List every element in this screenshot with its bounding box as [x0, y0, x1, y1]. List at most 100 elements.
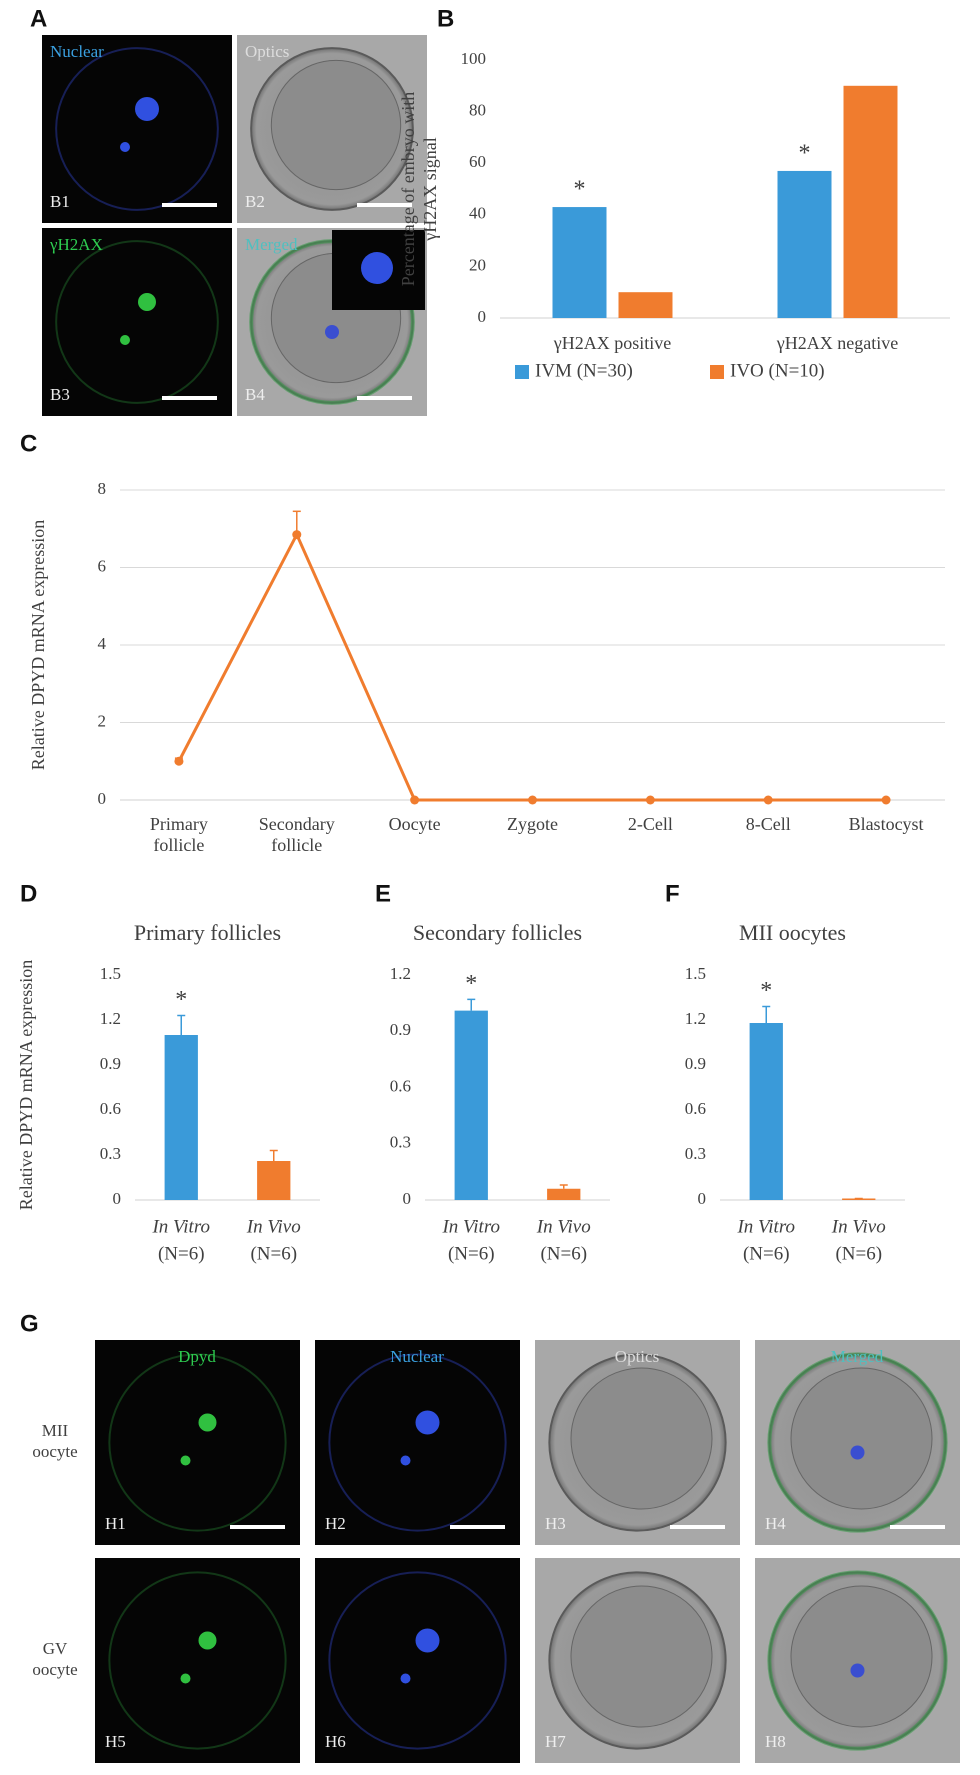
row-label: GV oocyte	[20, 1638, 90, 1680]
legend-label: IVO (N=10)	[730, 360, 825, 381]
marker	[882, 796, 891, 805]
y-tick-label: 0.3	[390, 1133, 411, 1152]
y-tick-label: 1.5	[100, 964, 121, 983]
x-tick-label: γH2AX positive	[553, 333, 671, 353]
image-id: H8	[765, 1732, 786, 1751]
y-tick-label: 100	[461, 49, 487, 68]
panel-letter: C	[20, 430, 37, 457]
chart-title: MII oocytes	[739, 920, 846, 945]
image-id: H5	[105, 1732, 126, 1751]
image-id: H6	[325, 1732, 346, 1751]
category-note: (N=6)	[158, 1243, 205, 1264]
cell-body	[571, 1368, 712, 1509]
chart-title: Primary follicles	[134, 920, 281, 945]
y-tick-label: 80	[469, 101, 486, 120]
image-background	[42, 35, 232, 223]
bar	[778, 171, 832, 318]
y-tick-label: 60	[469, 152, 486, 171]
channel-label: Merged	[245, 235, 298, 254]
y-tick-label: 1.2	[390, 964, 411, 983]
channel-label: Nuclear	[50, 42, 104, 61]
bar	[455, 1011, 488, 1200]
significance-marker: *	[799, 140, 811, 166]
y-tick-label: 0.6	[685, 1099, 706, 1118]
image-id: H3	[545, 1514, 566, 1533]
signal	[138, 293, 156, 311]
y-tick-label: 1.2	[100, 1009, 121, 1028]
legend-swatch	[710, 365, 724, 379]
x-tick-label: In Vivo	[831, 1216, 886, 1237]
image-id: H2	[325, 1514, 346, 1533]
signal	[181, 1674, 191, 1684]
legend-label: IVM (N=30)	[535, 360, 633, 381]
y-axis-label: γH2AX signal	[420, 137, 440, 241]
x-tick-label: In Vitro	[441, 1216, 500, 1237]
channel-label: γH2AX	[49, 235, 103, 254]
nucleus	[851, 1446, 865, 1460]
nucleus	[361, 252, 393, 284]
panel-letter: E	[375, 880, 391, 907]
bar	[750, 1023, 783, 1200]
panel-letter: B	[437, 5, 454, 32]
signal	[199, 1632, 217, 1650]
category-note: (N=6)	[743, 1243, 790, 1264]
channel-label: Optics	[615, 1347, 659, 1366]
image-id: H1	[105, 1514, 126, 1533]
figure-canvas: NuclearB1OpticsB2γH2AXB3MergedB4H1H2H3H4…	[0, 0, 980, 1775]
cell-body	[791, 1586, 932, 1727]
x-tick-label: In Vitro	[151, 1216, 210, 1237]
panel-letter: A	[30, 5, 47, 32]
y-tick-label: 0	[478, 307, 487, 326]
y-tick-label: 0	[403, 1189, 412, 1208]
legend-swatch	[515, 365, 529, 379]
x-tick-label: Blastocyst	[832, 814, 940, 835]
y-tick-label: 8	[98, 479, 107, 498]
y-tick-label: 0.9	[685, 1054, 706, 1073]
significance-marker: *	[465, 971, 477, 997]
image-background	[42, 228, 232, 416]
image-id: H4	[765, 1514, 786, 1533]
image-id: H7	[545, 1732, 566, 1751]
line	[179, 535, 886, 800]
bar	[547, 1189, 580, 1200]
micrograph	[42, 35, 232, 223]
x-tick-label: Oocyte	[361, 814, 469, 835]
y-tick-label: 2	[98, 711, 107, 730]
marker	[292, 530, 301, 539]
y-axis-label: Relative DPYD mRNA expression	[16, 960, 36, 1210]
x-tick-label: In Vivo	[246, 1216, 301, 1237]
image-id: B3	[50, 385, 70, 404]
channel-label: Merged	[831, 1347, 884, 1366]
cell-body	[571, 1586, 712, 1727]
row-label: MII oocyte	[20, 1420, 90, 1462]
x-tick-label: Zygote	[479, 814, 587, 835]
marker	[410, 796, 419, 805]
x-tick-label: 8-Cell	[714, 814, 822, 835]
image-id: B4	[245, 385, 265, 404]
channel-label: Optics	[245, 42, 289, 61]
channel-label: Nuclear	[390, 1347, 444, 1366]
cell-body	[271, 60, 400, 189]
chart-title: Secondary follicles	[413, 920, 582, 945]
x-tick-label: Secondary follicle	[243, 814, 351, 856]
y-tick-label: 0	[98, 789, 107, 808]
figure: NuclearB1OpticsB2γH2AXB3MergedB4H1H2H3H4…	[0, 0, 980, 1775]
marker	[646, 796, 655, 805]
signal	[135, 97, 159, 121]
y-axis-label: Percentage of embryo with	[398, 92, 418, 286]
x-tick-label: 2-Cell	[596, 814, 704, 835]
bar	[553, 207, 607, 318]
signal	[181, 1456, 191, 1466]
y-tick-label: 0.6	[390, 1076, 411, 1095]
category-note: (N=6)	[835, 1243, 882, 1264]
marker	[174, 757, 183, 766]
bar	[165, 1035, 198, 1200]
y-tick-label: 1.2	[685, 1009, 706, 1028]
bar	[257, 1161, 290, 1200]
category-note: (N=6)	[250, 1243, 297, 1264]
y-tick-label: 0	[698, 1189, 707, 1208]
signal	[120, 335, 130, 345]
nucleus	[851, 1664, 865, 1678]
y-axis-label: Relative DPYD mRNA expression	[28, 520, 48, 770]
panel-letter: D	[20, 880, 37, 907]
